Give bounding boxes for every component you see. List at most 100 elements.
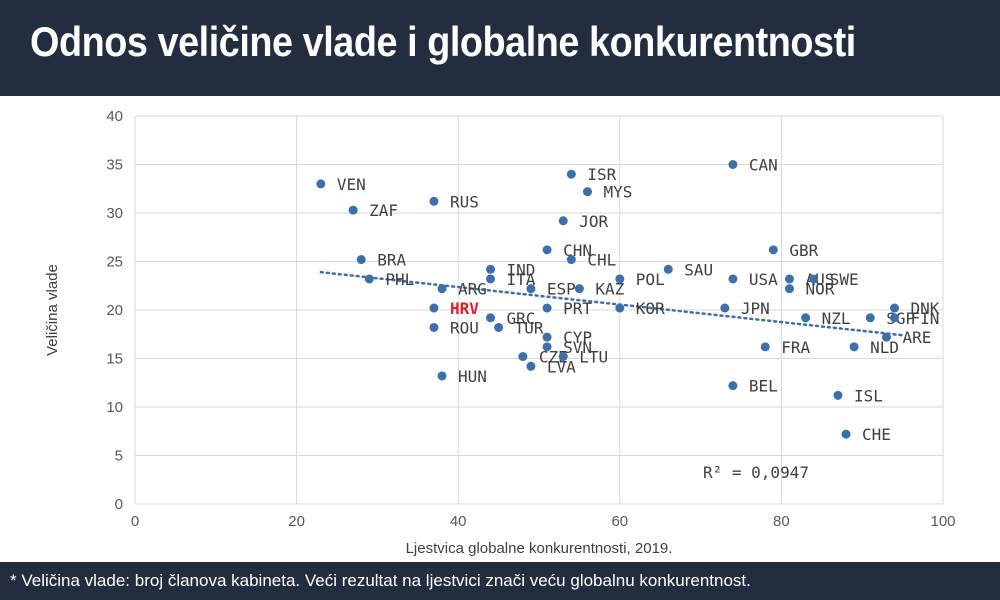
point-label: ISR <box>587 165 616 184</box>
data-point <box>526 284 536 294</box>
data-point <box>542 245 552 255</box>
data-point <box>833 390 843 400</box>
data-point <box>801 313 811 323</box>
point-label: RUS <box>450 192 479 211</box>
data-point <box>663 264 673 274</box>
point-label: DNK <box>911 299 940 318</box>
point-label: CHE <box>862 425 891 444</box>
point-label: SAU <box>684 260 713 279</box>
data-point <box>841 429 851 439</box>
data-point <box>849 342 859 352</box>
data-point <box>582 187 592 197</box>
point-label: ZAF <box>369 201 398 220</box>
point-label: CHN <box>563 241 592 260</box>
data-point <box>429 322 439 332</box>
point-label: PRT <box>563 299 592 318</box>
y-tick-label: 25 <box>106 254 123 271</box>
x-tick-label: 100 <box>930 513 955 530</box>
scatter-chart: 0 5 10 15 20 25 30 35 40 0 20 40 60 80 100 Ljestvica gl… <box>44 108 956 557</box>
point-label: KOR <box>636 299 665 318</box>
point-label: BRA <box>377 251 406 270</box>
point-label: POL <box>636 270 665 289</box>
point-label: CAN <box>749 156 778 175</box>
point-label: SVN <box>563 338 592 357</box>
data-point <box>784 274 794 284</box>
data-point <box>437 284 447 294</box>
data-point <box>316 179 326 189</box>
point-label: NLD <box>870 338 899 357</box>
data-point <box>526 361 536 371</box>
point-label: SWE <box>830 270 859 289</box>
data-point <box>566 169 576 179</box>
point-label: ITA <box>507 270 536 289</box>
data-point <box>728 160 738 169</box>
point-label: CHL <box>587 251 616 270</box>
data-point <box>728 381 738 391</box>
data-point <box>429 196 439 206</box>
point-label: KAZ <box>595 280 624 299</box>
point-label: VEN <box>337 175 366 194</box>
point-label: ESP <box>547 280 576 299</box>
data-point <box>566 255 576 265</box>
footnote-bar: * Veličina vlade: broj članova kabineta.… <box>0 562 1000 600</box>
data-point <box>768 245 778 255</box>
point-label: ISL <box>854 386 883 405</box>
point-label: BEL <box>749 377 778 396</box>
r-squared-label: R² = 0,0947 <box>703 463 809 482</box>
data-point <box>486 264 496 274</box>
x-tick-label: 20 <box>288 513 305 530</box>
data-point <box>615 303 625 313</box>
x-axis-title: Ljestvica globalne konkurentnosti, 2019. <box>406 540 673 557</box>
title-bar: Odnos veličine vlade i globalne konkuren… <box>0 0 1000 96</box>
x-tick-label: 40 <box>450 513 467 530</box>
data-point <box>890 313 900 323</box>
data-point <box>760 342 770 352</box>
data-point <box>542 303 552 313</box>
point-label: USA <box>749 270 778 289</box>
point-label: NZL <box>822 309 851 328</box>
data-point <box>518 352 528 362</box>
data-point <box>348 205 358 215</box>
data-point <box>728 274 738 284</box>
y-tick-label: 30 <box>106 205 123 222</box>
point-label: FIN <box>911 309 940 328</box>
data-point <box>574 284 584 294</box>
footnote: * Veličina vlade: broj članova kabineta.… <box>10 571 751 590</box>
point-label: FRA <box>781 338 810 357</box>
y-tick-label: 20 <box>106 302 123 319</box>
data-point <box>486 274 496 284</box>
data-point <box>356 255 366 265</box>
data-point <box>542 332 552 342</box>
highlighted-point-label: HRV <box>450 299 479 318</box>
y-tick-label: 15 <box>106 351 123 368</box>
point-label: HUN <box>458 367 487 386</box>
x-tick-label: 60 <box>611 513 628 530</box>
data-point <box>881 332 891 342</box>
point-label: JPN <box>741 299 770 318</box>
data-point <box>429 303 439 313</box>
x-tick-label: 80 <box>773 513 790 530</box>
data-point <box>615 274 625 284</box>
data-point <box>890 303 900 313</box>
data-point <box>542 342 552 352</box>
trendline <box>319 270 904 337</box>
y-axis-title: Veličina vlade <box>44 264 61 356</box>
point-label: TUR <box>515 318 544 337</box>
y-tick-label: 0 <box>115 496 123 513</box>
point-label: CZE <box>539 348 568 367</box>
data-point <box>558 352 568 362</box>
point-label: JOR <box>579 212 608 231</box>
data-point <box>437 371 447 381</box>
point-label: LVA <box>547 357 576 376</box>
point-label: ARG <box>458 280 487 299</box>
point-label: GRC <box>507 309 536 328</box>
point-label: ROU <box>450 318 479 337</box>
data-point <box>784 284 794 294</box>
page-title: Odnos veličine vlade i globalne konkuren… <box>30 18 856 65</box>
point-label: LTU <box>579 348 608 367</box>
point-label: CYP <box>563 328 592 347</box>
data-point <box>364 274 374 284</box>
point-label: GBR <box>789 241 818 260</box>
point-label: IND <box>507 260 536 279</box>
y-tick-label: 35 <box>106 157 123 174</box>
